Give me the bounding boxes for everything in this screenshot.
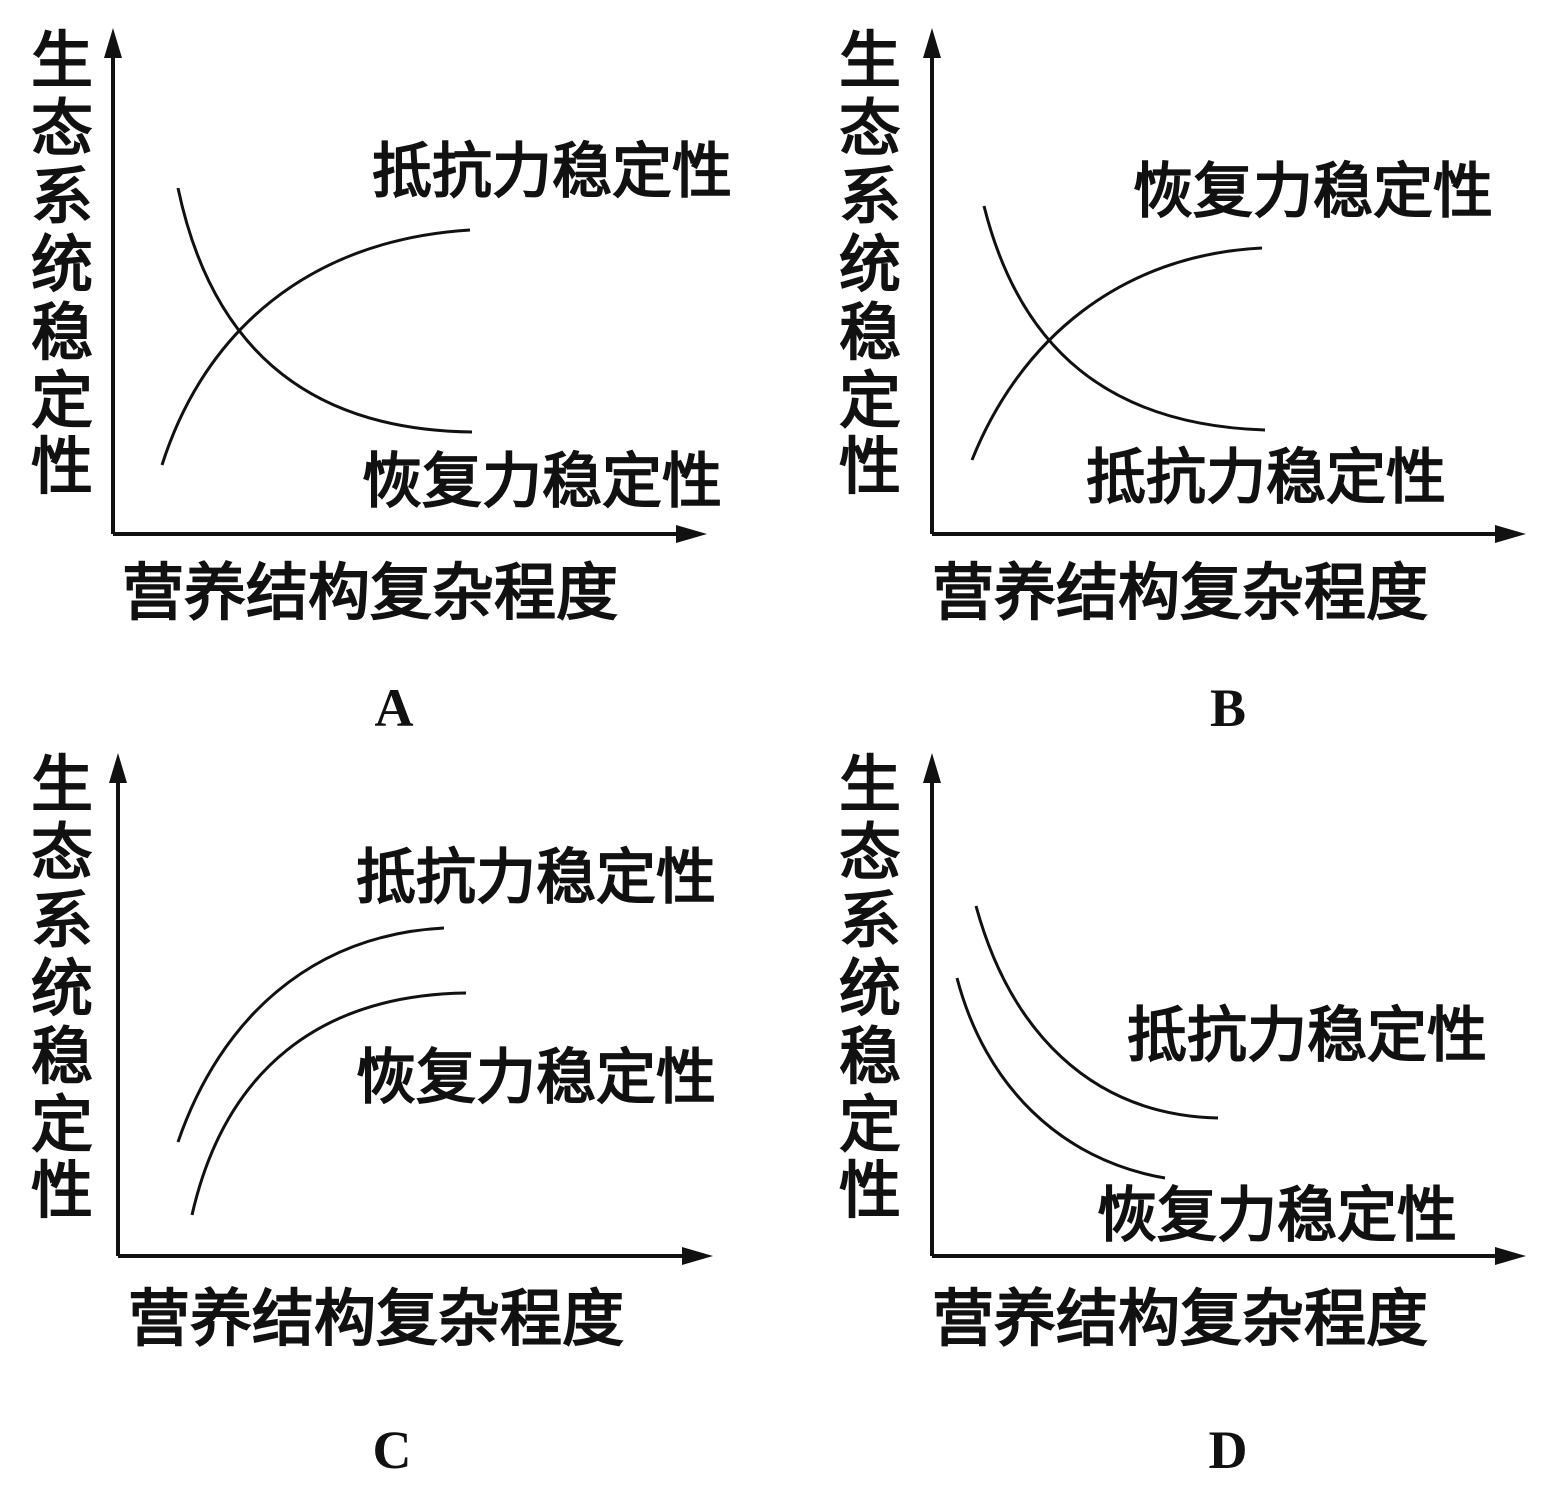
y-label-char: 定 xyxy=(31,1088,93,1161)
panel-d-upper-curve-label: 抵抗力稳定性 xyxy=(1127,1001,1487,1071)
y-label-char: 态 xyxy=(839,816,901,889)
panel-b-letter: B xyxy=(1210,678,1246,738)
panel-d-lower-curve-label: 恢复力稳定性 xyxy=(1097,1181,1457,1251)
panel-b-x-arrow-icon xyxy=(1495,525,1526,543)
y-label-char: 系 xyxy=(31,160,93,233)
y-label-char: 统 xyxy=(31,228,93,301)
panel-d-letter: D xyxy=(1209,1420,1248,1480)
panel-b: 生 态 系 统 稳 定 性 恢复力稳定性 抵抗力稳定性 营养结构复杂程度 B xyxy=(839,24,1526,738)
y-label-char: 性 xyxy=(31,430,93,503)
panel-a-upper-curve-label: 抵抗力稳定性 xyxy=(372,137,732,207)
y-label-char: 定 xyxy=(31,364,93,437)
panel-c-upper-curve-label: 抵抗力稳定性 xyxy=(356,843,716,913)
panel-a-x-arrow-icon xyxy=(676,525,707,543)
y-label-char: 系 xyxy=(31,884,93,957)
panel-d-lower-falling-curve xyxy=(955,977,1166,1180)
panel-c-y-arrow-icon xyxy=(109,753,127,783)
panel-c-x-arrow-icon xyxy=(682,1247,713,1265)
panel-d-y-arrow-icon xyxy=(923,753,941,783)
panel-b-rising-curve xyxy=(970,246,1263,461)
panel-d-x-arrow-icon xyxy=(1495,1247,1526,1265)
panel-d-upper-falling-curve xyxy=(974,905,1219,1120)
y-label-char: 生 xyxy=(839,748,901,821)
panel-c-x-axis-label: 营养结构复杂程度 xyxy=(128,1282,624,1355)
y-label-char: 态 xyxy=(31,92,93,165)
panel-b-upper-curve-label: 恢复力稳定性 xyxy=(1133,157,1493,227)
y-label-char: 定 xyxy=(839,364,901,437)
y-label-char: 性 xyxy=(839,1154,901,1227)
panel-a-y-arrow-icon xyxy=(104,28,122,58)
panel-a-y-axis-label: 生 态 系 统 稳 定 性 xyxy=(31,24,93,503)
panel-a-rising-curve xyxy=(160,228,471,466)
panel-a: 生 态 系 统 稳 定 性 抵抗力稳定性 恢复力稳定性 营养结构复杂程度 A xyxy=(31,24,732,738)
panel-b-y-arrow-icon xyxy=(923,28,941,58)
y-label-char: 统 xyxy=(839,952,901,1025)
panel-c-lower-rising-curve xyxy=(190,991,467,1216)
y-label-char: 性 xyxy=(839,430,901,503)
panel-b-falling-curve xyxy=(982,205,1266,432)
y-label-char: 统 xyxy=(839,228,901,301)
panel-c-y-axis-label: 生 态 系 统 稳 定 性 xyxy=(31,748,93,1227)
panel-a-lower-curve-label: 恢复力稳定性 xyxy=(362,447,722,517)
panel-b-y-axis-label: 生 态 系 统 稳 定 性 xyxy=(839,24,901,503)
panel-d-x-axis-label: 营养结构复杂程度 xyxy=(932,1282,1428,1355)
y-label-char: 生 xyxy=(839,24,901,97)
y-label-char: 态 xyxy=(839,92,901,165)
y-label-char: 生 xyxy=(31,748,93,821)
y-label-char: 稳 xyxy=(31,1020,93,1093)
y-label-char: 稳 xyxy=(839,1020,901,1093)
panel-d-y-axis-label: 生 态 系 统 稳 定 性 xyxy=(839,748,901,1227)
y-label-char: 系 xyxy=(839,884,901,957)
panel-c-lower-curve-label: 恢复力稳定性 xyxy=(356,1043,716,1113)
panel-c: 生 态 系 统 稳 定 性 抵抗力稳定性 恢复力稳定性 营养结构复杂程度 C xyxy=(31,748,716,1480)
panel-a-x-axis-label: 营养结构复杂程度 xyxy=(122,556,618,629)
y-label-char: 定 xyxy=(839,1088,901,1161)
panel-a-falling-curve xyxy=(176,187,473,434)
y-label-char: 系 xyxy=(839,160,901,233)
y-label-char: 稳 xyxy=(31,296,93,369)
panel-d: 生 态 系 统 稳 定 性 抵抗力稳定性 恢复力稳定性 营养结构复杂程度 D xyxy=(839,748,1526,1480)
y-label-char: 生 xyxy=(31,24,93,97)
panel-a-letter: A xyxy=(375,678,414,738)
y-label-char: 统 xyxy=(31,952,93,1025)
panel-b-lower-curve-label: 抵抗力稳定性 xyxy=(1086,443,1446,513)
panel-c-upper-rising-curve xyxy=(176,926,445,1143)
panel-c-letter: C xyxy=(373,1420,412,1480)
panel-b-x-axis-label: 营养结构复杂程度 xyxy=(932,556,1428,629)
y-label-char: 态 xyxy=(31,816,93,889)
y-label-char: 稳 xyxy=(839,296,901,369)
y-label-char: 性 xyxy=(31,1154,93,1227)
